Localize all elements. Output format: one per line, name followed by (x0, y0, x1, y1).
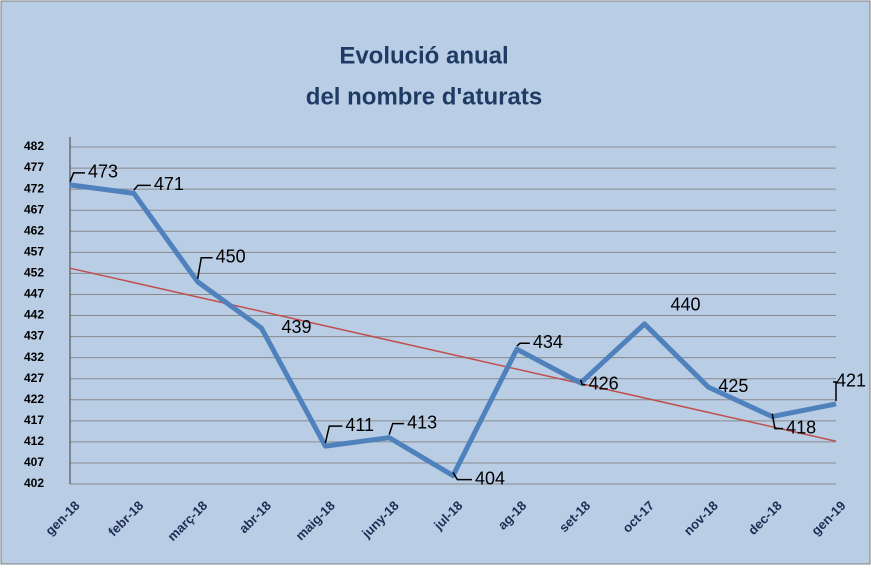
leader-line (196, 257, 213, 279)
leader-line (133, 184, 151, 191)
data-label: 413 (407, 412, 437, 432)
leader-line (771, 413, 784, 430)
leader-line (324, 425, 343, 444)
y-tick-label: 442 (24, 308, 44, 322)
data-label: 439 (282, 317, 312, 337)
chart-title: del nombre d'aturats (306, 83, 542, 110)
y-tick-label: 467 (24, 202, 44, 216)
data-label: 440 (671, 295, 701, 315)
y-tick-label: 437 (24, 329, 44, 343)
y-tick-label: 417 (24, 413, 44, 427)
data-line (69, 182, 837, 479)
y-tick-label: 432 (24, 350, 44, 364)
data-label: 426 (589, 374, 619, 394)
chart-title: Evolució anual (339, 42, 508, 69)
data-label: 473 (88, 162, 118, 182)
y-tick-label: 452 (24, 266, 44, 280)
data-label: 418 (786, 417, 816, 437)
data-label: 411 (345, 415, 374, 435)
y-tick-label: 462 (24, 223, 44, 237)
leader-line (452, 472, 472, 481)
y-tick-label: 477 (24, 160, 44, 174)
y-tick-label: 402 (24, 476, 44, 490)
y-tick-label: 407 (24, 455, 44, 469)
leader-line (579, 379, 586, 386)
leader-line (388, 422, 405, 435)
data-label: 404 (475, 468, 505, 488)
y-tick-label: 412 (24, 434, 44, 448)
y-tick-label: 427 (24, 371, 44, 385)
y-tick-label: 457 (24, 244, 44, 258)
data-label: 450 (216, 247, 246, 267)
trendline (69, 267, 837, 442)
leader-line (833, 381, 837, 401)
y-tick-label: 482 (24, 139, 44, 153)
data-label: 421 (836, 371, 866, 391)
data-label: 434 (533, 332, 563, 352)
y-tick-label: 422 (24, 392, 44, 406)
leader-line (516, 342, 530, 347)
data-label: 425 (718, 376, 748, 396)
leader-line (69, 172, 85, 183)
data-label: 471 (154, 174, 184, 194)
y-tick-label: 472 (24, 181, 44, 195)
y-tick-label: 447 (24, 287, 44, 301)
